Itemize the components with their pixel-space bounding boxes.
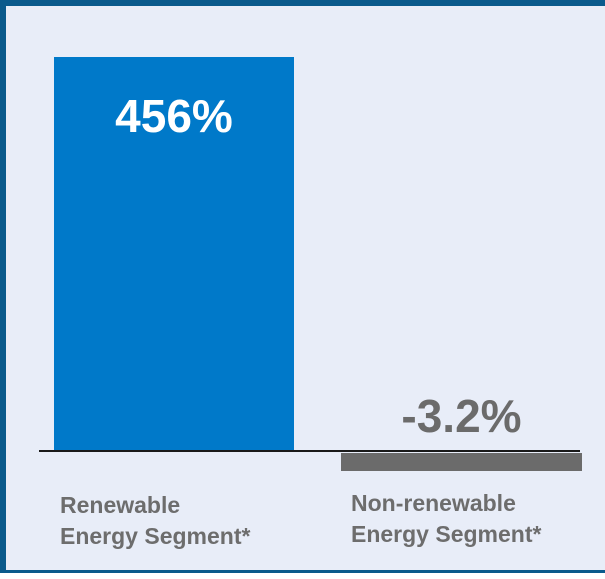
- value-label-non-renewable: -3.2%: [401, 390, 521, 442]
- category-label-renewable: Renewable Energy Segment*: [60, 490, 250, 552]
- category-label-non-renewable: Non-renewable Energy Segment*: [351, 488, 541, 550]
- bar-chart: 456% -3.2%: [39, 57, 582, 471]
- bar-renewable: [54, 57, 294, 450]
- value-label-renewable: 456%: [115, 90, 233, 142]
- category-label-renewable-line-1: Renewable: [60, 492, 181, 518]
- bar-non-renewable: [341, 453, 582, 471]
- category-label-non-renewable-line-1: Non-renewable: [351, 490, 516, 516]
- category-label-non-renewable-line-2: Energy Segment*: [351, 521, 542, 547]
- category-label-renewable-line-2: Energy Segment*: [60, 523, 251, 549]
